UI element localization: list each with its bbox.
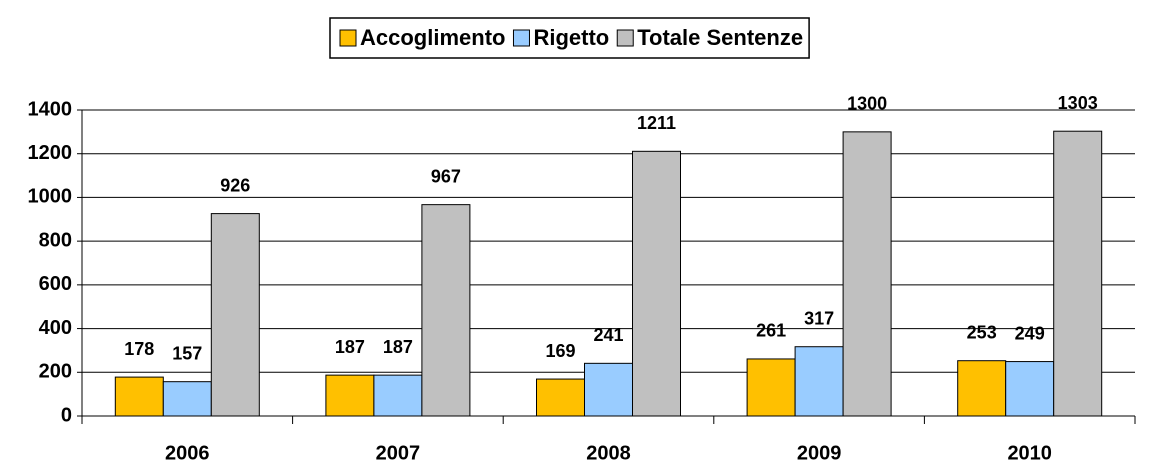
legend-swatch [339,29,357,47]
legend-label: Totale Sentenze [637,25,803,50]
data-label: 187 [335,337,365,357]
x-tick-label: 2007 [376,442,421,464]
legend-label: Accoglimento [360,25,505,50]
bar [1053,130,1103,417]
y-tick-label: 0 [61,404,72,426]
legend-swatch [512,29,530,47]
bar [162,381,212,417]
bar [373,374,423,417]
data-label: 261 [756,321,786,341]
x-tick-label: 2008 [586,442,631,464]
x-tick-label: 2006 [165,442,210,464]
y-tick-label: 1400 [28,98,73,120]
data-label: 1211 [637,113,676,133]
bar [584,362,633,417]
data-label: 157 [172,343,202,363]
bar [794,346,844,417]
y-tick-label: 800 [39,229,72,251]
data-label: 253 [967,322,997,342]
y-tick-label: 400 [39,317,72,339]
y-tick-label: 600 [39,273,72,295]
bar [114,376,164,417]
x-tick-label: 2009 [797,442,842,464]
bar [536,378,585,417]
data-label: 967 [431,166,461,186]
bar [325,374,375,417]
bar [210,213,260,417]
data-label: 187 [383,337,413,357]
bar [421,204,471,417]
bar [632,150,681,417]
bar [957,360,1007,417]
legend-swatch [616,29,634,47]
legend-label: Rigetto [533,25,609,50]
y-tick-label: 1000 [28,186,73,208]
bar [746,358,796,417]
data-label: 169 [545,341,575,361]
data-label: 317 [804,308,834,328]
data-label: 249 [1015,323,1045,343]
data-label: 241 [593,325,623,345]
bar [842,131,892,417]
bar [1005,361,1055,417]
data-label: 1300 [847,94,887,114]
data-label: 178 [124,339,154,359]
data-label: 926 [220,175,250,195]
y-tick-label: 200 [39,361,72,383]
legend-box [329,17,810,59]
y-tick-label: 1200 [28,142,73,164]
x-tick-label: 2010 [1007,442,1052,464]
data-label: 1303 [1058,93,1098,113]
